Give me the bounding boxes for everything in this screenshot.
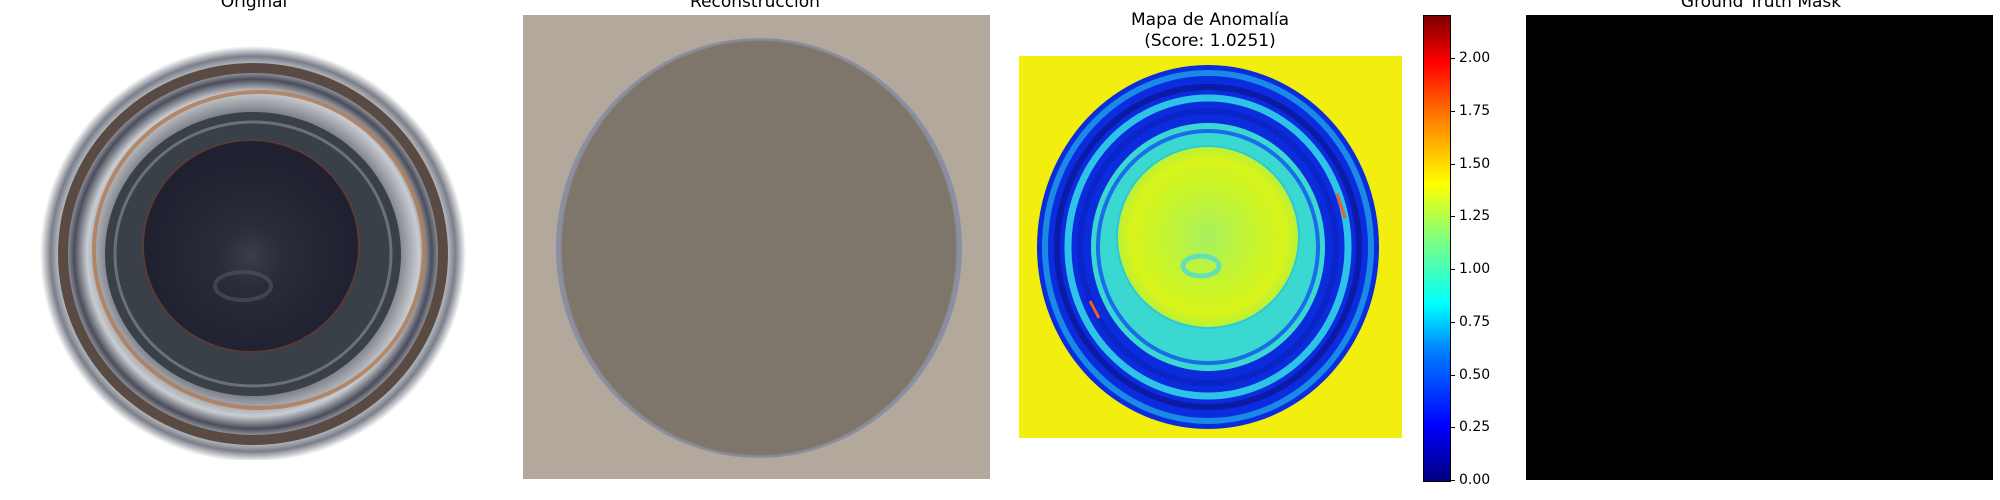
colorbar-tick-label: 1.50 — [1459, 156, 1491, 172]
reconstruction-title: Reconstrucción — [690, 0, 820, 12]
anomaly-colorbar — [1423, 15, 1451, 482]
reconstruction-image — [523, 15, 990, 479]
anomaly-title-line1: Mapa de Anomalía — [1131, 10, 1289, 30]
colorbar-tick-mark — [1450, 164, 1455, 165]
original-image — [37, 30, 470, 460]
colorbar-tick-mark — [1450, 375, 1455, 376]
ground-truth-mask — [1526, 15, 1993, 480]
colorbar-tick-label: 2.00 — [1459, 50, 1491, 66]
colorbar-tick-label: 0.75 — [1459, 314, 1491, 330]
colorbar-tick-mark — [1450, 269, 1455, 270]
colorbar-tick-label: 0.00 — [1459, 472, 1491, 488]
colorbar-tick-mark — [1450, 427, 1455, 428]
colorbar-tick-mark — [1450, 216, 1455, 217]
anomaly-title-line2: (Score: 1.0251) — [1144, 31, 1276, 51]
colorbar-tick-label: 0.25 — [1459, 419, 1491, 435]
colorbar-tick-mark — [1450, 58, 1455, 59]
colorbar-tick-mark — [1450, 111, 1455, 112]
colorbar-tick-label: 1.00 — [1459, 261, 1491, 277]
colorbar-tick-label: 1.75 — [1459, 103, 1491, 119]
colorbar-tick-label: 0.50 — [1459, 367, 1491, 383]
mask-title: Ground Truth Mask — [1680, 0, 1842, 12]
anomaly-heatmap — [1019, 56, 1402, 438]
colorbar-tick-mark — [1450, 322, 1455, 323]
colorbar-tick-label: 1.25 — [1459, 208, 1491, 224]
colorbar-tick-mark — [1450, 480, 1455, 481]
original-title: Original — [220, 0, 288, 12]
